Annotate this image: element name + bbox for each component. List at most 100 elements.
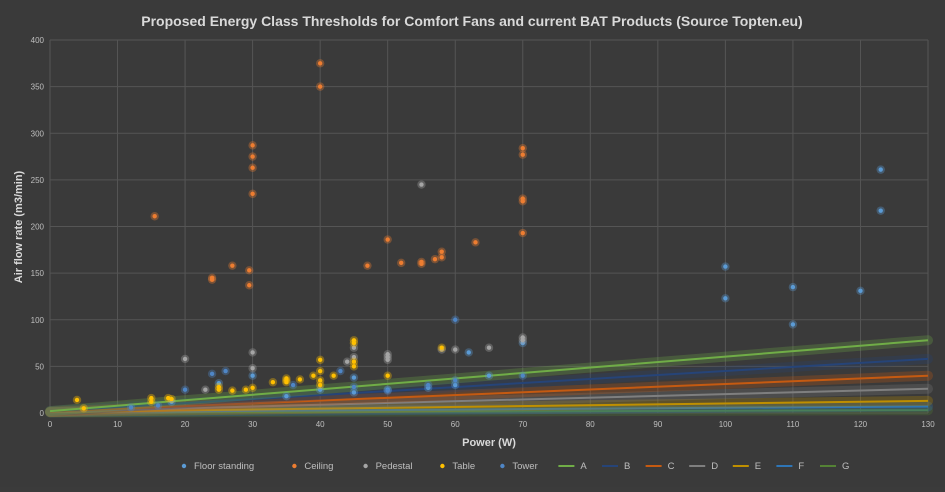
x-tick-label: 20 xyxy=(181,420,190,429)
point-tower xyxy=(128,405,134,410)
point-pedestal xyxy=(351,354,357,360)
legend-marker xyxy=(363,463,368,469)
point-ceiling xyxy=(439,249,444,254)
x-axis-label: Power (W) xyxy=(462,437,516,449)
point-tower xyxy=(385,388,390,393)
point-ceiling xyxy=(365,263,370,268)
point-ceiling xyxy=(520,230,525,236)
legend-label: D xyxy=(711,461,718,472)
legend-item-tower: Tower xyxy=(500,461,538,472)
legend-item-g: G xyxy=(820,461,849,472)
x-tick-label: 120 xyxy=(854,420,868,429)
point-table xyxy=(270,380,276,385)
point-ceiling xyxy=(520,145,525,151)
point-table xyxy=(149,399,154,405)
y-tick-label: 250 xyxy=(31,176,45,185)
point-ceiling xyxy=(250,191,255,197)
point-tower xyxy=(290,382,296,388)
point-floor-standing xyxy=(284,394,289,399)
threshold-line-f xyxy=(49,405,929,414)
point-floor-standing xyxy=(790,284,796,290)
point-ceiling xyxy=(432,256,438,262)
point-table xyxy=(317,368,323,374)
point-pedestal xyxy=(385,357,390,363)
x-tick-label: 60 xyxy=(451,420,460,429)
point-table xyxy=(216,387,222,392)
point-table xyxy=(311,373,316,378)
point-ceiling xyxy=(247,283,252,288)
point-ceiling xyxy=(152,214,157,219)
x-tick-label: 50 xyxy=(383,420,392,429)
y-tick-label: 200 xyxy=(31,223,45,232)
legend-label: Ceiling xyxy=(304,461,333,472)
point-table xyxy=(317,357,323,363)
point-ceiling xyxy=(209,277,215,282)
threshold-line-d xyxy=(49,387,929,413)
point-floor-standing xyxy=(878,208,883,213)
legend-label: Pedestal xyxy=(376,461,413,472)
point-ceiling xyxy=(473,240,478,245)
point-floor-standing xyxy=(486,373,492,378)
point-table xyxy=(385,373,390,378)
point-floor-standing xyxy=(723,296,728,301)
x-axis-ticks: 0 10 20 30 40 50 60 70 80 90 100 110 120 130 xyxy=(48,420,935,429)
point-table xyxy=(351,359,357,364)
point-tower xyxy=(520,373,525,378)
point-ceiling xyxy=(250,165,255,170)
chart-title: Proposed Energy Class Thresholds for Com… xyxy=(141,13,802,29)
point-pedestal xyxy=(182,356,188,362)
point-floor-standing xyxy=(351,390,357,395)
point-ceiling xyxy=(385,237,390,242)
point-floor-standing xyxy=(790,322,796,327)
point-floor-standing xyxy=(878,167,883,172)
point-tower xyxy=(182,387,188,392)
point-ceiling xyxy=(247,268,252,273)
legend-label: Table xyxy=(452,461,475,472)
point-table xyxy=(169,396,174,402)
point-floor-standing xyxy=(453,382,458,388)
legend-marker xyxy=(440,463,445,469)
point-ceiling xyxy=(439,255,444,260)
point-pedestal xyxy=(344,359,350,364)
legend-item-floor-standing: Floor standing xyxy=(181,461,254,472)
point-table xyxy=(351,364,357,369)
point-pedestal xyxy=(250,350,255,355)
y-tick-label: 100 xyxy=(31,316,45,325)
point-table xyxy=(439,345,444,350)
point-tower xyxy=(209,371,215,377)
point-pedestal xyxy=(203,387,208,392)
point-table xyxy=(317,378,323,383)
point-table xyxy=(243,387,249,392)
legend-item-d: D xyxy=(689,461,718,472)
point-pedestal xyxy=(250,366,255,371)
legend-label: C xyxy=(668,461,675,472)
y-tick-label: 0 xyxy=(40,409,45,418)
point-tower xyxy=(426,382,431,388)
point-ceiling xyxy=(317,61,323,66)
x-tick-label: 100 xyxy=(719,420,733,429)
point-table xyxy=(284,380,289,385)
threshold-line-e xyxy=(49,399,929,414)
point-ceiling xyxy=(230,263,235,268)
point-floor-standing xyxy=(858,288,863,294)
point-table xyxy=(297,377,303,382)
point-pedestal xyxy=(520,338,525,343)
x-tick-label: 90 xyxy=(653,420,662,429)
point-pedestal xyxy=(351,345,357,350)
y-axis-ticks: 0 50 100 150 200 250 300 350 400 xyxy=(31,36,45,418)
y-tick-label: 350 xyxy=(31,83,45,92)
legend-item-table: Table xyxy=(440,461,475,472)
point-floor-standing xyxy=(351,375,357,380)
y-axis-label: Air flow rate (m3/min) xyxy=(13,170,25,283)
point-table xyxy=(250,385,255,391)
x-tick-label: 130 xyxy=(921,420,935,429)
legend-marker xyxy=(181,463,187,469)
point-pedestal xyxy=(419,182,424,187)
point-ceiling xyxy=(419,259,424,265)
x-tick-label: 0 xyxy=(48,420,53,429)
point-table xyxy=(230,388,235,393)
legend-marker xyxy=(292,463,297,469)
legend-label: B xyxy=(624,461,630,472)
legend-label: E xyxy=(755,461,761,472)
